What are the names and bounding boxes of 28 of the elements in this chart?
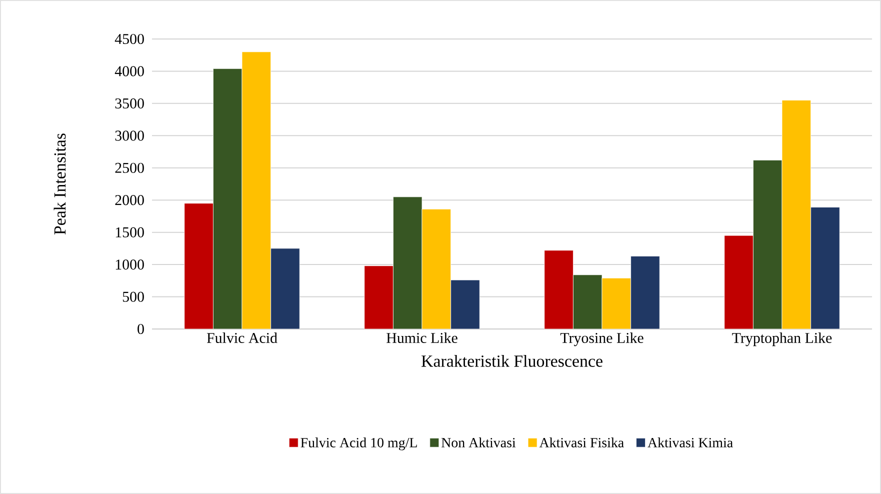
x-tick-label: Fulvic Acid [206, 332, 278, 344]
bar [450, 280, 480, 329]
bar [422, 208, 452, 329]
legend-label: Aktivasi Kimia [648, 438, 733, 448]
y-tick-label: 1000 [116, 260, 144, 270]
bar [810, 206, 840, 329]
y-tick-label: 4500 [114, 34, 144, 44]
x-tick-label: Tryptophan Like [732, 332, 832, 346]
x-axis-title: Karakteristik Fluorescence [422, 354, 602, 367]
bar [602, 278, 632, 329]
y-tick-label: 2500 [115, 162, 144, 173]
y-tick-label: 4000 [114, 66, 144, 76]
x-tick-label: Humic Like [386, 332, 458, 344]
y-tick-label: 3500 [115, 98, 144, 108]
legend-label: Non Aktivasi [441, 438, 516, 448]
bar [630, 256, 660, 329]
bar [242, 52, 272, 329]
bar [782, 100, 812, 329]
legend-label: Aktivasi Fisika [539, 438, 624, 448]
y-tick-label: 3000 [115, 130, 144, 141]
y-axis-title: Peak Intensitas [54, 134, 66, 235]
y-tick-label: 0 [138, 324, 144, 334]
y-tick-label: 500 [122, 292, 144, 302]
y-tick-label: 2000 [115, 195, 144, 206]
x-tick-label: Tryosine Like [560, 332, 644, 346]
legend-label: Fulvic Acid 10 mg/L [300, 438, 417, 450]
y-tick-label: 1500 [116, 227, 144, 238]
bar [270, 248, 300, 329]
